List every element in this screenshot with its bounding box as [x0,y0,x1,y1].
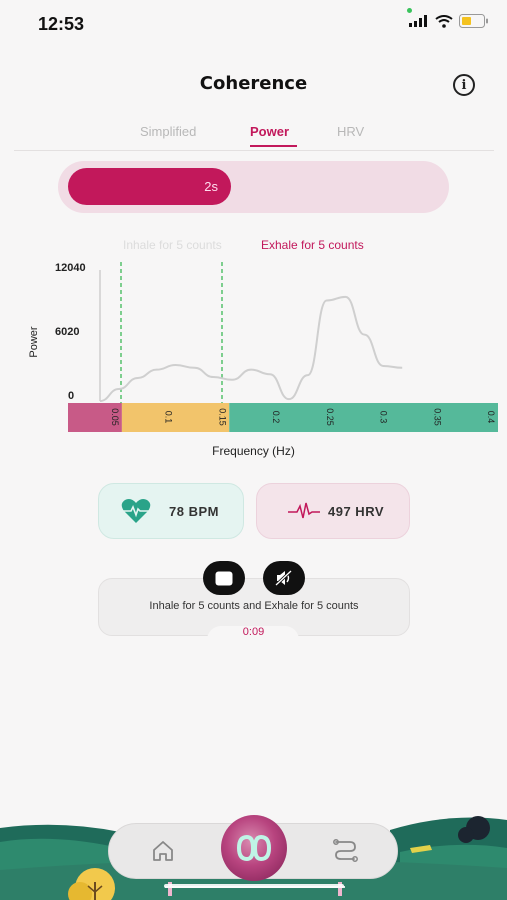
stop-button[interactable] [203,561,245,595]
bpm-value: 78 BPM [169,503,219,519]
sound-off-icon [275,570,293,586]
status-icons [409,14,489,28]
hrv-value: 497 HRV [328,503,385,519]
mute-button[interactable] [263,561,305,595]
battery-icon [459,14,488,28]
breath-progress-fill [68,168,231,205]
wifi-icon [435,14,453,28]
tab-power[interactable]: Power [250,124,290,139]
y-tick-zero: 0 [68,390,75,402]
pulse-icon [288,502,320,519]
x-tick-label: 0.15 [217,408,227,426]
page-title: Coherence [199,73,308,94]
app-logo-icon [236,834,272,862]
x-tick-label: 0.35 [432,408,442,426]
coherence-nav-button[interactable] [221,815,287,881]
hrv-card: 497 HRV [256,483,410,539]
home-icon[interactable] [151,840,175,862]
guide-notch [207,626,299,640]
x-axis-label: Frequency (Hz) [212,444,295,458]
tab-simplified[interactable]: Simplified [140,124,197,139]
camera-dot [407,8,412,13]
heart-icon [121,499,151,523]
stop-icon [215,571,233,585]
x-tick-label: 0.3 [379,411,389,424]
x-tick-label: 0.2 [271,411,281,424]
home-indicator [164,884,344,888]
frequency-band [229,403,498,432]
breath-progress-label: 2s [204,179,218,194]
tab-bar: Simplified Power HRV [0,124,507,152]
guide-text: Inhale for 5 counts and Exhale for 5 cou… [149,600,359,612]
power-series-line [99,295,403,402]
tab-active-underline [250,145,297,147]
exhale-label: Exhale for 5 counts [261,238,364,252]
frequency-band [68,403,122,432]
y-tick-mid: 6020 [55,326,80,338]
power-chart: 0.05 0.1 0.15 0.2 0.25 0.3 0.35 0.4 [68,262,498,432]
session-timer: 0:09 [242,626,265,638]
signal-icon [409,15,427,27]
x-tick-label: 0.4 [486,411,496,424]
tab-hrv[interactable]: HRV [337,124,365,139]
inhale-label: Inhale for 5 counts [123,238,222,252]
x-tick-label: 0.1 [164,411,174,424]
status-time: 12:53 [38,14,85,34]
y-tick-max: 12040 [55,262,86,274]
frequency-band [121,403,230,432]
info-icon[interactable]: i [453,74,475,96]
divider [14,150,494,151]
journey-icon[interactable] [332,838,360,862]
x-tick-label: 0.05 [110,408,120,426]
x-tick-label: 0.25 [325,408,335,426]
bpm-card: 78 BPM [98,483,244,539]
